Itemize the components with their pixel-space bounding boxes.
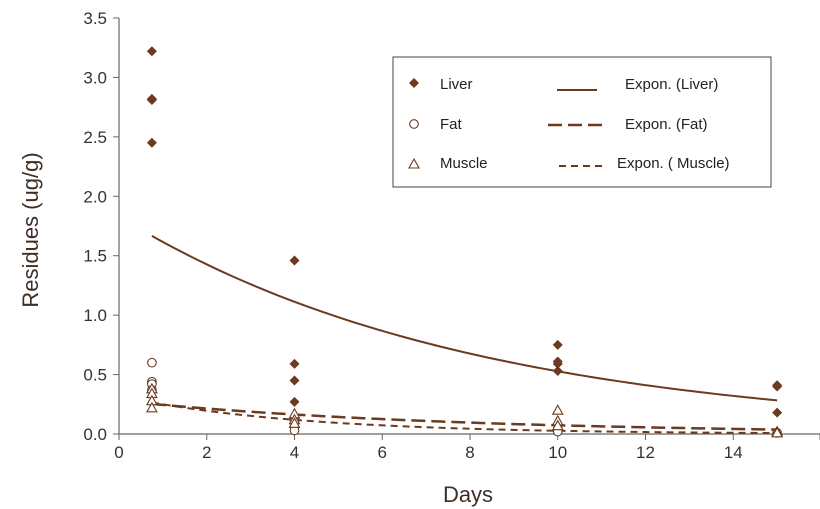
y-tick-label: 1.0 [83, 306, 107, 325]
liver-data-point [772, 381, 783, 392]
legend-muscle-marker [408, 157, 420, 169]
liver-data-point [289, 255, 300, 266]
liver-data-point [552, 339, 563, 350]
x-tick-label: 12 [636, 443, 655, 462]
liver-data-point [552, 366, 563, 377]
legend-fat-label: Fat [440, 116, 463, 133]
x-tick-label: 6 [378, 443, 387, 462]
legend-liver-marker [409, 78, 419, 88]
liver-data-point [772, 407, 783, 418]
x-tick-label: 2 [202, 443, 211, 462]
liver-data-point [289, 396, 300, 407]
legend-fat-marker [409, 119, 419, 129]
y-tick-label: 2.5 [83, 128, 107, 147]
liver-data-point [146, 95, 157, 106]
legend-muscle-trend-label: Expon. ( Muscle) [617, 155, 730, 172]
legend-box [392, 56, 772, 188]
muscle-data-point [145, 401, 158, 413]
y-tick-label: 0.5 [83, 366, 107, 385]
muscle-data-point [771, 426, 784, 438]
liver-data-point [289, 358, 300, 369]
y-tick-label: 0.0 [83, 425, 107, 444]
liver-data-point [146, 137, 157, 148]
muscle-data-point [288, 417, 301, 428]
fat-data-point [147, 357, 157, 368]
tick-labels: 0 2 4 6 8 10 12 14 0.0 0.5 1.0 1.5 2.0 2.5 3.0 3.5 [83, 9, 742, 462]
x-tick-label: 8 [465, 443, 474, 462]
legend-fat-trend-label: Expon. (Fat) [625, 116, 708, 133]
x-axis-title: Days [443, 482, 493, 507]
x-tick-label: 10 [548, 443, 567, 462]
liver-data-point [146, 46, 157, 57]
muscle-data-point [551, 419, 564, 431]
liver-data-point [552, 358, 563, 369]
legend-liver-label: Liver [440, 76, 473, 93]
muscle-data-point [551, 404, 564, 415]
legend-muscle-label: Muscle [440, 155, 488, 172]
y-tick-label: 1.5 [83, 247, 107, 266]
x-tick-label: 4 [290, 443, 299, 462]
axes [113, 17, 820, 440]
trendline-liver [151, 234, 778, 402]
trendline-fat [151, 402, 778, 431]
data-markers [145, 46, 784, 438]
trendline-muscle [151, 401, 778, 435]
x-tick-label: 14 [724, 443, 743, 462]
legend: Liver Fat Muscle Expon. (Liver) Expon. (… [392, 56, 772, 188]
y-axis-title: Residues (ug/g) [18, 152, 43, 307]
y-tick-label: 3.0 [83, 68, 107, 87]
y-tick-label: 2.0 [83, 187, 107, 206]
trendlines [151, 234, 778, 435]
legend-markers [408, 78, 420, 169]
legend-liver-trend-label: Expon. (Liver) [625, 76, 718, 93]
liver-data-point [289, 375, 300, 386]
x-tick-label: 0 [114, 443, 123, 462]
y-tick-label: 3.5 [83, 9, 107, 28]
